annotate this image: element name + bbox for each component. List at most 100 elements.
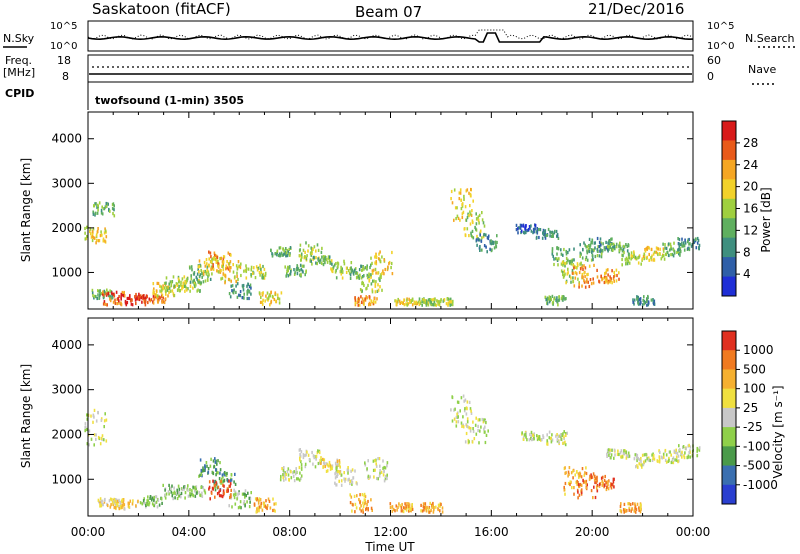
power-ytick-label: 4000 [51,132,82,146]
velocity-gate [229,484,231,488]
power-gate [469,222,472,226]
velocity-gate [560,435,562,439]
velocity-gate [189,488,191,492]
power-gate [99,289,101,293]
velocity-gate [131,502,134,506]
power-gate [515,228,518,232]
power-gate [239,290,242,294]
velocity-gate [335,463,337,467]
velocity-gate [359,493,361,497]
power-gate [600,255,603,259]
velocity-gate [572,469,574,473]
power-gate [583,241,585,245]
power-gate [238,264,240,268]
velocity-gate [101,499,103,503]
power-gate [94,294,96,298]
velocity-gate [92,420,94,424]
velocity-gate [589,474,591,478]
power-gate [670,247,672,251]
velocity-gate [640,456,642,461]
velocity-gate [95,433,97,437]
power-gate [519,223,522,227]
power-gate [425,299,428,303]
velocity-gate [601,479,603,484]
power-gate [280,291,283,295]
power-gate [605,268,608,272]
power-gate [104,205,107,209]
power-gate [232,263,234,267]
velocity-gate [215,481,218,485]
power-gate [591,250,593,254]
power-gate [586,245,589,249]
power-gate [485,233,487,237]
velocity-gate [217,485,220,489]
velocity-gate [563,430,565,434]
velocity-gate [349,479,351,483]
power-gate [136,295,138,299]
power-gate [109,297,111,301]
velocity-gate [292,471,294,475]
power-gate [242,288,245,292]
velocity-gate [608,479,610,483]
velocity-gate [283,478,285,482]
power-gate [245,264,247,268]
velocity-gate [647,458,650,462]
nave-tick-bottom: 0 [707,70,714,83]
power-gate [205,258,208,262]
velocity-ytick-label: 1000 [51,472,82,486]
power-gate [97,203,99,207]
power-gate [608,245,610,249]
power-gate [550,234,553,238]
velocity-gate [373,475,375,479]
power-gate [453,218,455,222]
power-gate [539,228,542,232]
power-gate [92,212,95,216]
velocity-gate [177,491,179,495]
power-gate [450,300,452,304]
power-gate [349,273,352,277]
velocity-gate [115,502,118,506]
velocity-gate [477,424,479,428]
power-gate [141,296,144,300]
velocity-gate [636,458,638,463]
velocity-gate [689,455,692,459]
power-gate [105,204,107,208]
power-gate [584,275,586,279]
power-gate [354,296,356,300]
power-gate [464,233,467,238]
power-gate [579,243,581,247]
velocity-gate [617,449,619,453]
velocity-gate [106,503,109,508]
velocity-gate [234,492,237,496]
velocity-gate [101,434,104,438]
velocity-gate [457,420,460,424]
power-gate [236,271,238,275]
power-gate [250,268,253,272]
power-gate [327,256,330,260]
velocity-gate [258,509,260,513]
power-gate [598,254,601,258]
velocity-gate [364,494,367,499]
power-gate [362,265,364,269]
power-gate [557,263,559,267]
velocity-gate [112,500,115,504]
velocity-gate [364,463,367,467]
velocity-gate [484,430,486,434]
power-gate [181,285,183,289]
power-gate [584,257,587,262]
velocity-gate [102,503,104,507]
power-gate [616,273,618,278]
velocity-gate [405,508,408,512]
power-gate [260,270,263,275]
power-gate [677,248,679,252]
power-gate [681,237,683,241]
power-gate [664,243,666,247]
power-gate [114,298,116,302]
velocity-gate [378,474,381,478]
velocity-plot-bg [88,318,693,516]
velocity-gate [641,465,643,469]
power-gate [461,212,464,216]
velocity-gate [538,437,541,441]
power-gate [626,262,629,266]
power-gate [677,250,679,254]
